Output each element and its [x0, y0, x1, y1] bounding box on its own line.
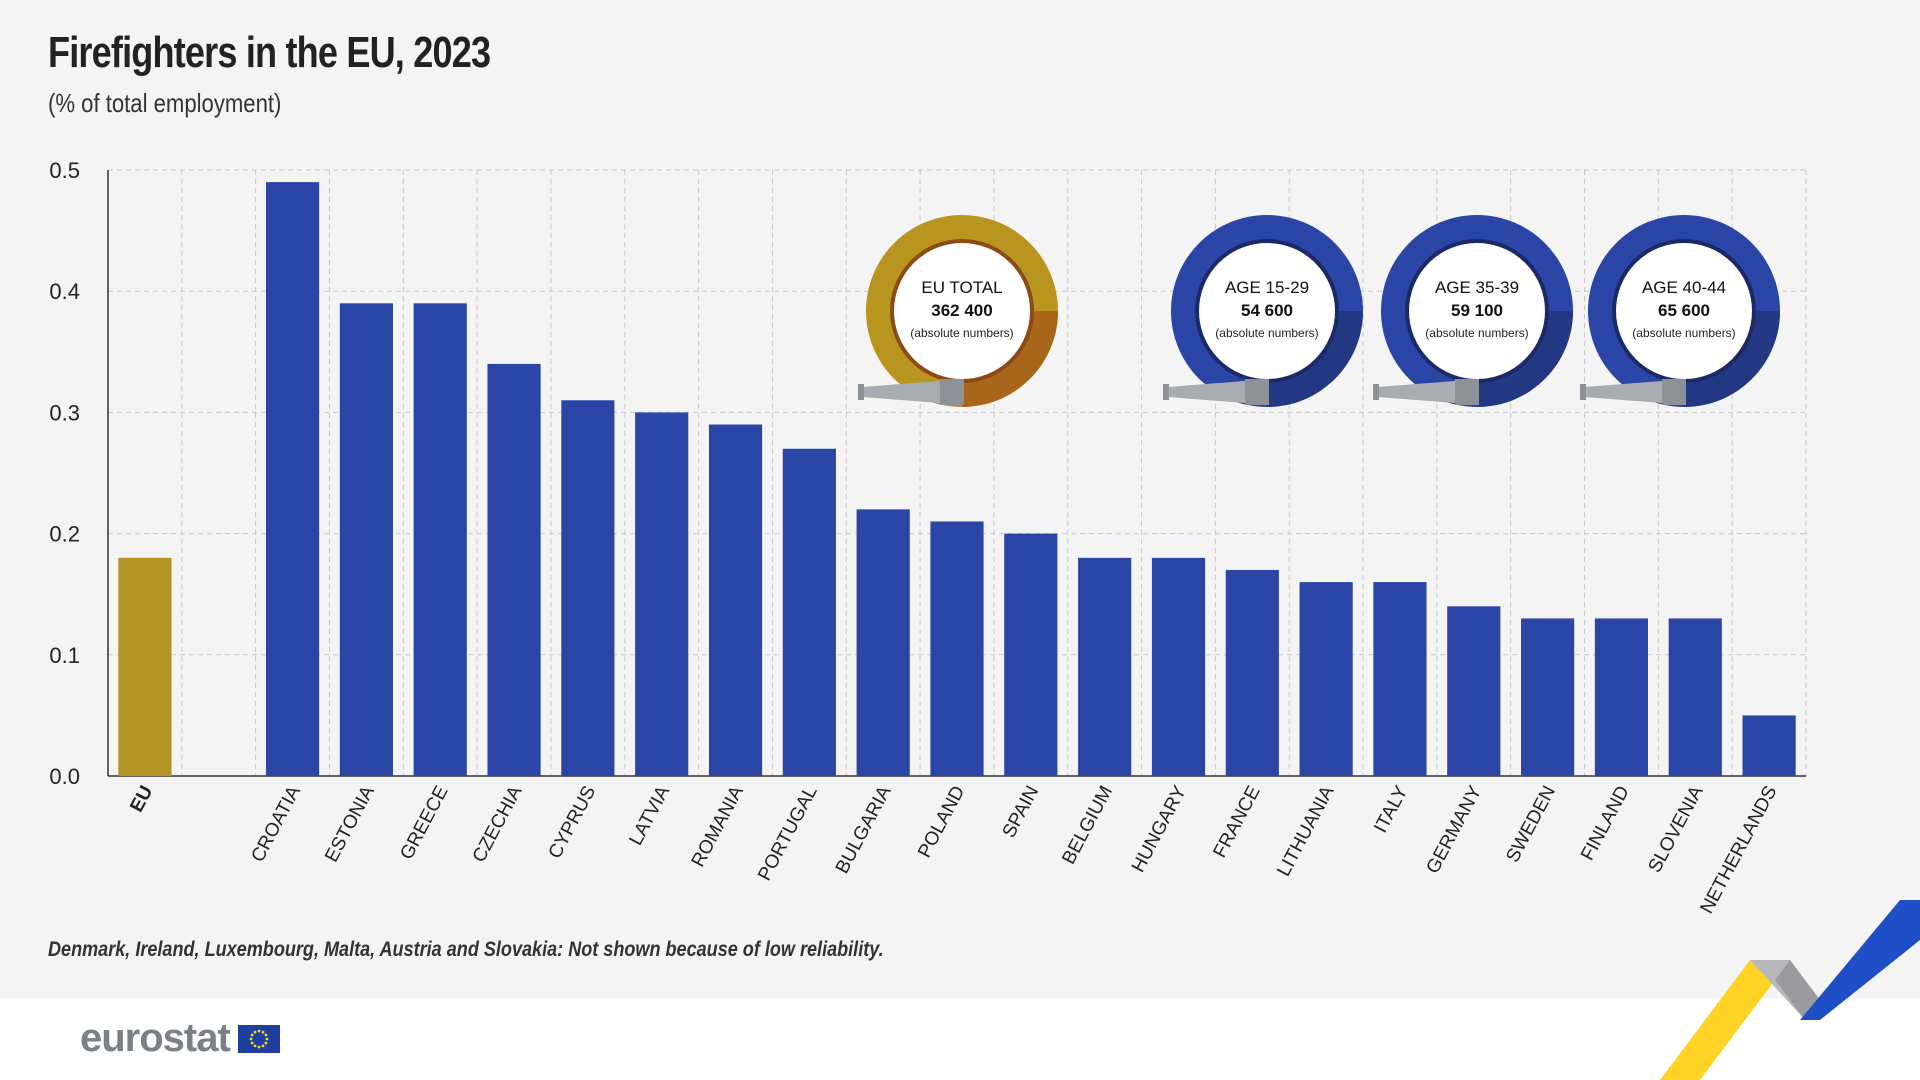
badge-value: 362 400	[931, 301, 992, 320]
bar-poland[interactable]	[930, 521, 984, 776]
badge-label: AGE 35-39	[1435, 278, 1519, 297]
badge-1: AGE 15-29 54 600 (absolute numbers)	[1163, 215, 1363, 407]
x-tick-label: GREECE	[396, 782, 452, 863]
decorative-ribbon	[1660, 900, 1920, 1080]
bar-finland[interactable]	[1594, 618, 1649, 776]
footnote: Denmark, Ireland, Luxembourg, Malta, Aus…	[48, 938, 884, 961]
nozzle-icon	[1167, 381, 1245, 403]
nozzle-coupling	[1455, 379, 1479, 405]
x-tick-label: BELGIUM	[1058, 782, 1117, 867]
x-tick-label: SPAIN	[999, 782, 1044, 841]
nozzle-coupling	[940, 379, 964, 405]
badge-value: 59 100	[1451, 301, 1503, 320]
bar-latvia[interactable]	[635, 412, 689, 776]
x-tick-label: LITHUANIA	[1273, 782, 1338, 880]
bar-germany[interactable]	[1447, 606, 1501, 776]
bar-lithuania[interactable]	[1299, 582, 1353, 776]
x-tick-label: FINLAND	[1577, 782, 1634, 864]
nozzle-icon	[1377, 381, 1455, 403]
bar-italy[interactable]	[1373, 582, 1427, 776]
nozzle-tip	[1373, 384, 1379, 400]
page-title: Firefighters in the EU, 2023	[48, 28, 491, 77]
y-tick-label: 0.5	[49, 158, 80, 183]
x-tick-label: GERMANY	[1423, 782, 1487, 877]
x-tick-label: FRANCE	[1209, 782, 1264, 861]
bar-chart: 0.0 0.1 0.2 0.3 0.4 0.5 EU CROATIA ESTONIA GREECE…	[49, 158, 1807, 917]
badge-value: 54 600	[1241, 301, 1293, 320]
y-tick-label: 0.1	[49, 643, 80, 668]
badge-note: (absolute numbers)	[1632, 326, 1735, 340]
bar-portugal[interactable]	[782, 448, 836, 776]
badge-label: EU TOTAL	[921, 278, 1002, 297]
badge-label: AGE 40-44	[1642, 278, 1726, 297]
badge-label: AGE 15-29	[1225, 278, 1309, 297]
badge-2: AGE 35-39 59 100 (absolute numbers)	[1373, 215, 1573, 407]
badge-note: (absolute numbers)	[1215, 326, 1318, 340]
logo-text: eurostat	[80, 1016, 231, 1060]
badge-note: (absolute numbers)	[910, 326, 1013, 340]
bar-hungary[interactable]	[1151, 557, 1206, 776]
nozzle-icon	[1584, 381, 1662, 403]
x-tick-label: ROMANIA	[688, 782, 748, 870]
y-tick-label: 0.0	[49, 764, 80, 789]
bar-greece[interactable]	[413, 303, 467, 776]
x-tick-label: PORTUGAL	[754, 782, 821, 884]
x-tick-label: BULGARIA	[832, 782, 896, 877]
badge-value: 65 600	[1658, 301, 1710, 320]
x-tick-label: EU	[126, 782, 157, 815]
x-tick-label: LATVIA	[625, 782, 674, 849]
bar-belgium[interactable]	[1078, 557, 1132, 776]
bar-netherlands[interactable]	[1742, 715, 1796, 776]
bar-bulgaria[interactable]	[856, 509, 910, 776]
nozzle-coupling	[1245, 379, 1269, 405]
bar-slovenia[interactable]	[1668, 618, 1722, 776]
eurostat-logo[interactable]: eurostat	[80, 1016, 280, 1061]
bar-sweden[interactable]	[1521, 618, 1575, 776]
y-tick-label: 0.3	[49, 400, 80, 425]
bar-eu[interactable]	[118, 557, 172, 776]
x-tick-label: SLOVENIA	[1645, 782, 1708, 876]
bar-romania[interactable]	[708, 424, 763, 776]
x-tick-label: POLAND	[914, 782, 969, 861]
badge-3: AGE 40-44 65 600 (absolute numbers)	[1580, 215, 1780, 407]
page-subtitle: (% of total employment)	[48, 88, 282, 118]
nozzle-tip	[1580, 384, 1586, 400]
badge-note: (absolute numbers)	[1425, 326, 1528, 340]
x-tick-label: SWEDEN	[1502, 782, 1560, 866]
bar-spain[interactable]	[1004, 533, 1058, 776]
y-tick-label: 0.4	[49, 279, 80, 304]
nozzle-coupling	[1662, 379, 1686, 405]
x-tick-label: HUNGARY	[1128, 782, 1191, 876]
nozzle-icon	[862, 381, 940, 403]
x-tick-label: ESTONIA	[321, 782, 379, 865]
nozzle-tip	[1163, 384, 1169, 400]
bar-czechia[interactable]	[487, 363, 541, 776]
footer-band	[0, 998, 1920, 1080]
x-tick-label: CROATIA	[247, 782, 305, 865]
bar-estonia[interactable]	[339, 303, 393, 776]
bar-cyprus[interactable]	[561, 400, 615, 776]
badge-0: EU TOTAL 362 400 (absolute numbers)	[858, 215, 1058, 407]
x-tick-label: CZECHIA	[469, 782, 527, 866]
eu-flag-icon	[237, 1024, 280, 1053]
bar-france[interactable]	[1225, 569, 1279, 776]
nozzle-tip	[858, 384, 864, 400]
y-tick-label: 0.2	[49, 522, 80, 547]
x-tick-label: CYPRUS	[545, 782, 601, 862]
x-tick-label: ITALY	[1370, 782, 1412, 836]
bar-croatia[interactable]	[265, 182, 320, 776]
